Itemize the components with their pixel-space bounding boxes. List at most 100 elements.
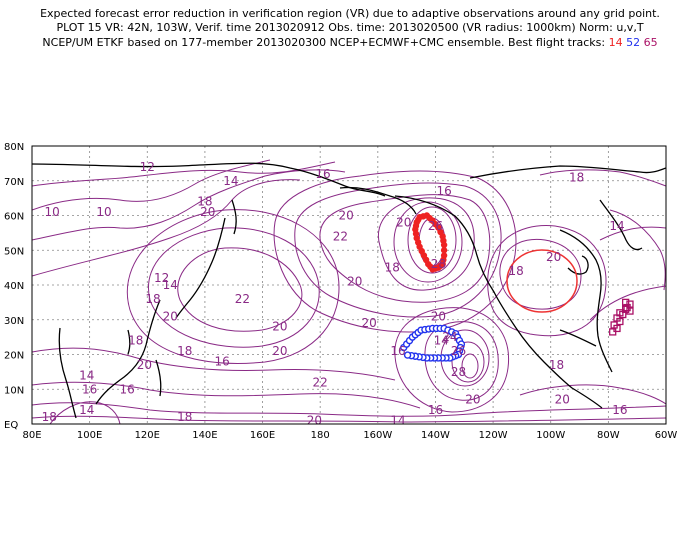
x-tick-label: 140W xyxy=(421,430,450,441)
contour-value-label: 24 xyxy=(442,330,457,344)
contour-value-label: 16 xyxy=(612,403,627,417)
plot-frame xyxy=(31,145,667,425)
y-tick-label: 10N xyxy=(4,385,24,396)
contour-value-label: 28 xyxy=(451,365,466,379)
contour-value-label: 20 xyxy=(347,275,362,289)
contour-value-label: 20 xyxy=(555,393,570,407)
error-reduction-contours xyxy=(32,159,666,424)
y-tick-label: 20N xyxy=(4,351,24,362)
contour-16-indian xyxy=(49,401,121,424)
contour-value-label: 20 xyxy=(431,309,446,323)
contour-value-label: 14 xyxy=(609,219,624,233)
contour-value-label: 20 xyxy=(137,358,152,372)
track-52-label: 52 xyxy=(626,36,641,49)
contour-value-label: 16 xyxy=(82,382,97,396)
contour-18-arctic xyxy=(539,169,666,187)
x-tick-label: 80W xyxy=(597,430,620,441)
contour-28-south xyxy=(461,353,479,379)
track-65-point xyxy=(609,328,617,336)
track-14-point xyxy=(414,216,422,224)
y-tick-label: 70N xyxy=(4,177,24,188)
contour-26-north xyxy=(407,206,457,274)
contour-value-label: 16 xyxy=(428,403,443,417)
contour-value-label: 22 xyxy=(313,375,328,389)
y-tick-label: 30N xyxy=(4,316,24,327)
coast-china xyxy=(95,299,161,405)
track-14-point xyxy=(440,241,448,249)
contour-10-west xyxy=(32,159,271,211)
contour-22-west xyxy=(177,247,303,332)
contour-value-label: 18 xyxy=(569,170,584,184)
contour-value-label: 20 xyxy=(200,205,215,219)
contour-22-north xyxy=(378,197,475,291)
track-65-point xyxy=(623,303,631,312)
x-tick-label: 100W xyxy=(536,430,565,441)
contour-value-label: 14 xyxy=(223,174,238,188)
flight-track-52 xyxy=(400,324,466,362)
contour-value-label: 18 xyxy=(42,410,57,424)
contour-value-label: 20 xyxy=(163,309,178,323)
coast-labrador xyxy=(599,199,643,251)
contour-value-label: 14 xyxy=(79,368,94,382)
contour-value-label: 14 xyxy=(390,414,405,428)
contour-value-label: 18 xyxy=(509,264,524,278)
contour-value-label: 18 xyxy=(177,344,192,358)
track-65-point xyxy=(616,309,624,317)
contour-value-label: 22 xyxy=(333,229,348,243)
contour-value-label: 14 xyxy=(79,403,94,417)
x-tick-label: 160W xyxy=(363,430,392,441)
y-tick-label: 40N xyxy=(4,281,24,292)
plot-title-line-3-text: NCEP/UM ETKF based on 177-member 2013020… xyxy=(42,36,606,49)
contour-value-label: 16 xyxy=(119,382,134,396)
contour-14-west xyxy=(32,179,301,277)
longitude-tick-labels: 80E 100E 120E 140E 160E 180 160W 140W 120W 100W 80… xyxy=(22,430,677,441)
x-tick-label: 120E xyxy=(135,430,160,441)
contour-value-label: 18 xyxy=(549,358,564,372)
verification-region-circle xyxy=(506,249,578,313)
contour-value-label: 14 xyxy=(163,278,178,292)
contour-14-atlantic xyxy=(599,226,666,241)
contour-16-north xyxy=(273,170,517,333)
track-65-label: 65 xyxy=(643,36,658,49)
coast-india xyxy=(58,327,77,419)
y-tick-label: 60N xyxy=(4,212,24,223)
contour-18-americas xyxy=(487,225,607,337)
x-tick-label: 180 xyxy=(311,430,330,441)
track-65-point xyxy=(622,298,630,307)
contour-20-pacific-east xyxy=(519,384,666,405)
contour-value-label: 18 xyxy=(145,292,160,306)
contour-value-label: 20 xyxy=(338,209,353,223)
contour-value-label: 12 xyxy=(140,160,155,174)
contour-20-north xyxy=(319,194,491,303)
x-tick-label: 140E xyxy=(192,430,217,441)
x-tick-label: 120W xyxy=(479,430,508,441)
latitude-tick-labels: EQ 10N 20N 30N 40N 50N 60N 70N 80N xyxy=(4,142,24,431)
contour-18-south-belt xyxy=(32,347,396,381)
contour-value-label: 18 xyxy=(197,195,212,209)
contour-14-equator xyxy=(32,415,666,423)
coast-aleutians xyxy=(339,186,417,215)
contour-12-far-north xyxy=(32,161,336,187)
contour-20-west xyxy=(148,227,320,348)
contour-value-label: 18 xyxy=(385,261,400,275)
coast-great-lakes xyxy=(567,255,589,275)
contour-value-label: 18 xyxy=(128,334,143,348)
coast-asia-arctic xyxy=(32,162,386,197)
flight-track-14 xyxy=(412,212,448,273)
contour-value-label: 12 xyxy=(154,271,169,285)
coast-philippines xyxy=(155,359,162,397)
coastlines xyxy=(32,162,666,419)
contour-16-atlantic xyxy=(609,209,666,291)
contour-value-label: 20 xyxy=(272,320,287,334)
contour-value-label: 26 xyxy=(428,219,443,233)
track-14-point xyxy=(440,247,448,254)
contour-value-label: 16 xyxy=(390,344,405,358)
coast-canada-arctic xyxy=(469,165,666,179)
contour-value-label: 20 xyxy=(465,393,480,407)
contour-20-south-belt xyxy=(32,381,421,409)
contour-value-label: 10 xyxy=(45,205,60,219)
coast-kamchatka xyxy=(231,199,237,235)
x-tick-label: 80E xyxy=(22,430,41,441)
y-tick-label: EQ xyxy=(4,420,18,431)
